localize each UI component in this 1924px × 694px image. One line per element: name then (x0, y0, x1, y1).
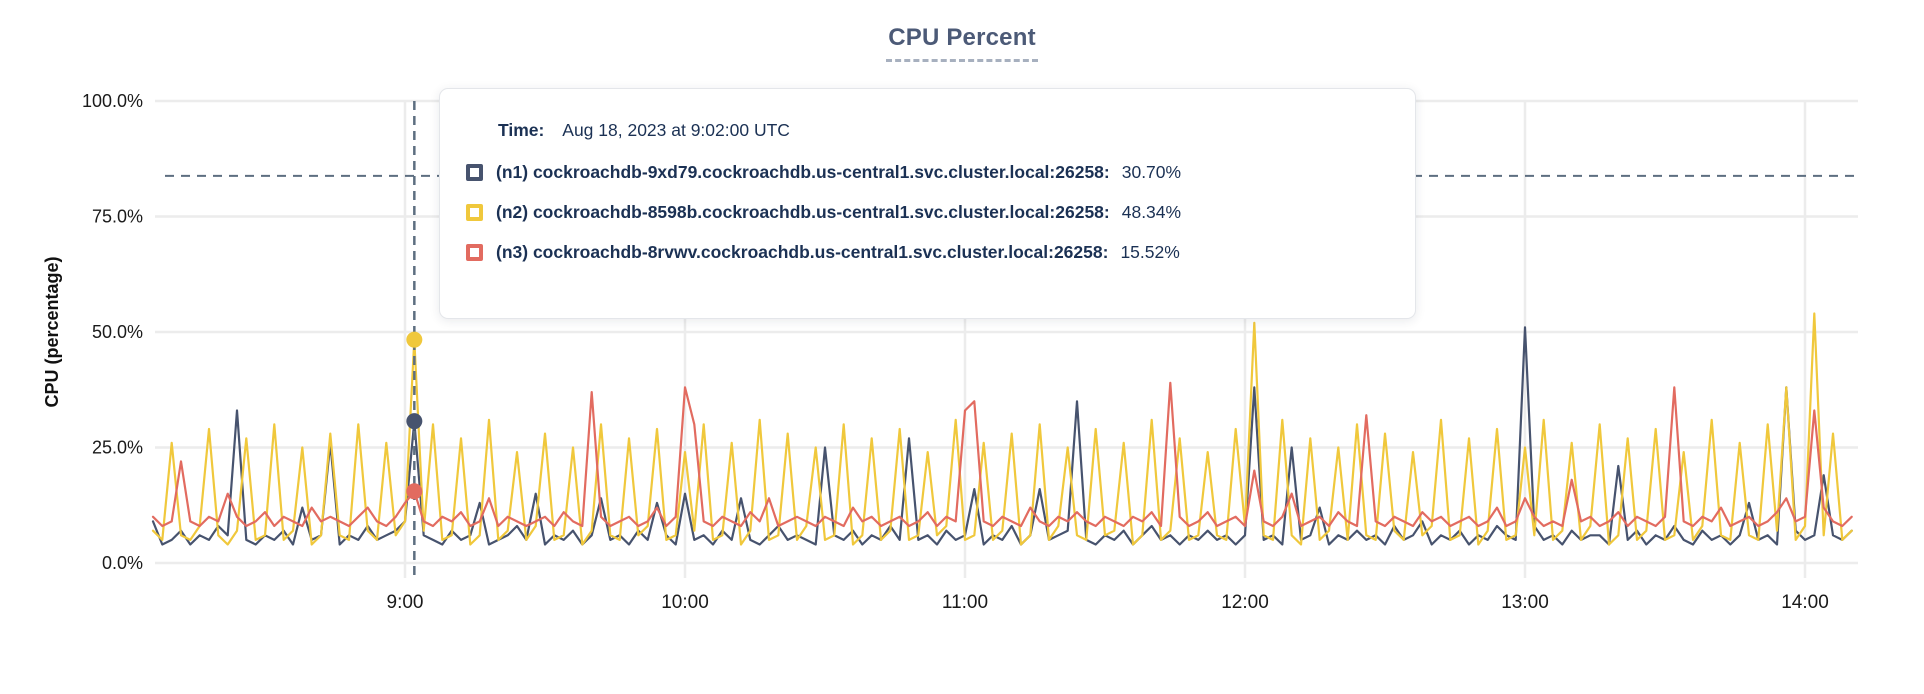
svg-text:9:00: 9:00 (387, 592, 424, 613)
svg-text:11:00: 11:00 (942, 592, 988, 613)
chart-title[interactable]: CPU Percent (886, 24, 1038, 62)
tooltip-time-value: Aug 18, 2023 at 9:02:00 UTC (562, 120, 790, 140)
svg-text:CPU (percentage): CPU (percentage) (42, 256, 62, 407)
svg-text:25.0%: 25.0% (92, 438, 143, 458)
hover-tooltip: Time: Aug 18, 2023 at 9:02:00 UTC (n1) c… (439, 88, 1416, 319)
series-n2-swatch-icon (466, 204, 483, 221)
tooltip-series-row-n3: (n3) cockroachdb-8rvwv.cockroachdb.us-ce… (466, 242, 1385, 263)
series-n3-swatch-icon (466, 244, 483, 261)
svg-text:0.0%: 0.0% (102, 553, 143, 573)
series-n1-value: 30.70% (1121, 162, 1182, 182)
series-n3-label: (n3) cockroachdb-8rvwv.cockroachdb.us-ce… (496, 242, 1109, 262)
tooltip-series-row-n2: (n2) cockroachdb-8598b.cockroachdb.us-ce… (466, 202, 1385, 223)
svg-text:14:00: 14:00 (1781, 592, 1829, 613)
series-n2-label: (n2) cockroachdb-8598b.cockroachdb.us-ce… (496, 202, 1110, 222)
series-n3-value: 15.52% (1120, 242, 1180, 262)
series-n1-swatch-icon (466, 164, 483, 181)
tooltip-time-label: Time: (498, 120, 545, 140)
svg-text:100.0%: 100.0% (82, 91, 143, 111)
svg-text:10:00: 10:00 (661, 592, 709, 613)
svg-text:12:00: 12:00 (1221, 592, 1269, 613)
tooltip-series-row-n1: (n1) cockroachdb-9xd79.cockroachdb.us-ce… (466, 162, 1385, 183)
series-n1-label: (n1) cockroachdb-9xd79.cockroachdb.us-ce… (496, 162, 1110, 182)
svg-text:13:00: 13:00 (1501, 592, 1549, 613)
chart-title-wrap: CPU Percent (0, 24, 1924, 62)
series-n2-value: 48.34% (1121, 202, 1182, 222)
svg-text:75.0%: 75.0% (92, 207, 143, 227)
svg-text:50.0%: 50.0% (92, 322, 143, 342)
tooltip-time-row: Time: Aug 18, 2023 at 9:02:00 UTC (498, 120, 1385, 141)
